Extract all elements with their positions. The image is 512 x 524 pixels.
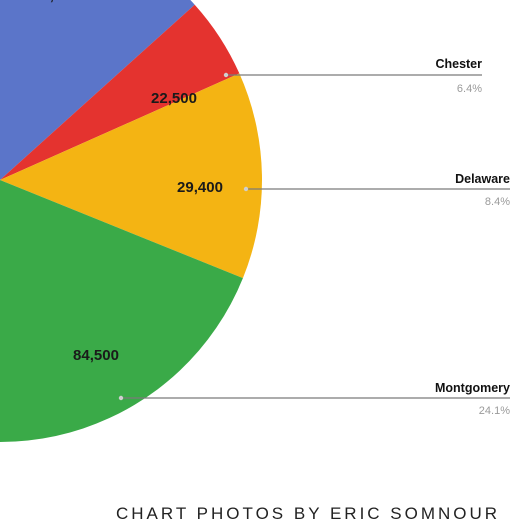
slice-labels: 52,600 22,500 29,400 84,500 [33, 0, 223, 364]
pie-slices [0, 0, 263, 442]
callout-percent-chester: 6.4% [457, 83, 482, 95]
photo-credit: CHART PHOTOS BY ERIC SOMNOUR [116, 504, 501, 523]
leader-dot-chester [223, 72, 229, 78]
slice-value-label-montgomery: 84,500 [73, 347, 119, 364]
callout-name-chester: Chester [435, 57, 482, 71]
pie-slice-montgomery [0, 180, 243, 442]
pie-slice-unlabeled [0, 0, 195, 180]
callout-percent-delaware: 8.4% [485, 196, 510, 208]
leader-dot-montgomery [118, 395, 124, 401]
pie-slice-delaware [0, 73, 263, 279]
slice-value-label-chester: 22,500 [151, 90, 197, 107]
leader-lines [118, 72, 510, 401]
slice-value-label-unlabeled: 52,600 [33, 0, 79, 4]
callout-name-delaware: Delaware [455, 172, 510, 186]
pie-slice-chester [0, 4, 240, 180]
leader-dot-delaware [243, 186, 249, 192]
callout-labels: Chester 6.4% Delaware 8.4% Montgomery 24.1% [435, 57, 510, 417]
callout-percent-montgomery: 24.1% [479, 405, 510, 417]
pie-chart: 52,600 22,500 29,400 84,500 Chester 6.4% Dela… [0, 0, 510, 442]
slice-value-label-delaware: 29,400 [177, 179, 223, 196]
callout-name-montgomery: Montgomery [435, 381, 510, 395]
